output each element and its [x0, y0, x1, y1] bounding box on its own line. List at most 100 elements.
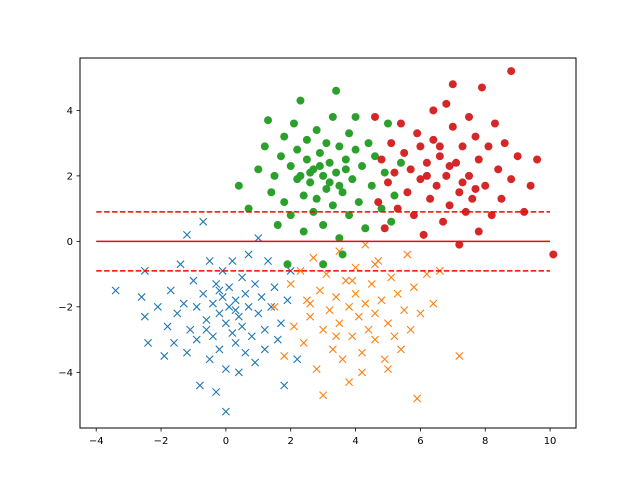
data-point	[345, 129, 354, 138]
data-point	[338, 355, 347, 364]
data-point	[270, 171, 279, 180]
data-point	[312, 194, 321, 203]
data-point	[400, 306, 409, 315]
data-point	[448, 122, 457, 131]
data-point	[361, 299, 370, 308]
data-point	[215, 345, 224, 354]
data-point	[396, 119, 405, 128]
data-point	[377, 204, 386, 213]
data-point	[202, 315, 211, 324]
data-point	[458, 178, 467, 187]
data-point	[192, 335, 201, 344]
data-point	[325, 306, 334, 315]
data-point	[218, 293, 227, 302]
data-point	[335, 142, 344, 151]
data-point	[341, 165, 350, 174]
data-point	[273, 335, 282, 344]
data-point	[140, 312, 149, 321]
data-point	[429, 106, 438, 115]
data-point	[481, 181, 490, 190]
data-point	[153, 302, 162, 311]
data-point	[455, 240, 464, 249]
data-point	[257, 293, 266, 302]
data-point	[299, 227, 308, 236]
data-point	[251, 358, 260, 367]
data-point	[416, 142, 425, 151]
data-point	[367, 181, 376, 190]
data-point	[319, 260, 328, 269]
data-point	[390, 191, 399, 200]
data-point	[396, 158, 405, 167]
data-point	[244, 250, 253, 259]
data-point	[351, 112, 360, 121]
data-point	[406, 325, 415, 334]
data-point	[377, 155, 386, 164]
data-point	[345, 211, 354, 220]
lines-layer	[96, 211, 551, 272]
data-point	[289, 322, 298, 331]
data-point	[413, 129, 422, 138]
marks-layer	[111, 67, 558, 416]
y-axis: −4 −2 0 2 4	[58, 106, 80, 379]
data-point	[338, 250, 347, 259]
data-point	[361, 240, 370, 249]
data-point	[383, 319, 392, 328]
data-point	[228, 257, 237, 265]
data-point	[507, 175, 516, 184]
data-point	[306, 168, 315, 177]
data-point	[241, 348, 250, 357]
data-point	[497, 194, 506, 203]
data-point	[306, 312, 315, 321]
data-point	[335, 319, 344, 328]
data-point	[367, 279, 376, 288]
data-point	[403, 250, 412, 259]
data-point	[455, 188, 464, 197]
data-point	[319, 171, 328, 180]
x-tick-label: 10	[544, 436, 557, 447]
data-point	[374, 198, 383, 207]
data-point	[111, 286, 120, 295]
data-point	[202, 325, 211, 334]
data-point	[513, 152, 522, 161]
data-point	[358, 162, 367, 171]
data-point	[354, 198, 363, 207]
data-point	[358, 368, 367, 377]
data-point	[403, 188, 412, 197]
data-point	[335, 234, 344, 243]
data-point	[442, 99, 451, 108]
data-point	[208, 299, 217, 308]
x-axis: −4 −2 0 2 4 6 8 10	[89, 428, 557, 447]
data-point	[212, 387, 221, 396]
data-point	[296, 266, 305, 275]
data-point	[332, 86, 341, 95]
data-point	[371, 260, 379, 269]
data-point	[189, 276, 198, 285]
data-point	[319, 220, 328, 229]
data-point	[549, 250, 558, 259]
data-point	[176, 260, 185, 269]
data-point	[533, 155, 542, 164]
data-point	[273, 220, 282, 229]
data-point	[280, 381, 289, 390]
y-tick-label: 2	[67, 171, 73, 182]
data-point	[241, 289, 250, 298]
data-point	[192, 302, 201, 311]
data-point	[422, 158, 431, 167]
data-point	[205, 257, 214, 265]
data-point	[390, 168, 399, 177]
data-point	[364, 325, 373, 334]
data-point	[231, 306, 240, 315]
data-point	[254, 165, 263, 174]
data-point	[251, 279, 260, 288]
data-point	[163, 322, 172, 331]
data-point	[452, 158, 461, 167]
data-point	[435, 142, 444, 151]
data-point	[234, 312, 243, 321]
data-point	[484, 142, 493, 151]
data-point	[371, 335, 379, 344]
data-point	[293, 145, 302, 154]
data-point	[477, 83, 486, 92]
data-point	[215, 286, 224, 295]
data-point	[348, 175, 357, 184]
data-point	[254, 234, 263, 243]
